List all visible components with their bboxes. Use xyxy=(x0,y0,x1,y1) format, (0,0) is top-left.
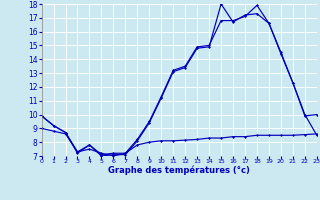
X-axis label: Graphe des températures (°c): Graphe des températures (°c) xyxy=(108,166,250,175)
